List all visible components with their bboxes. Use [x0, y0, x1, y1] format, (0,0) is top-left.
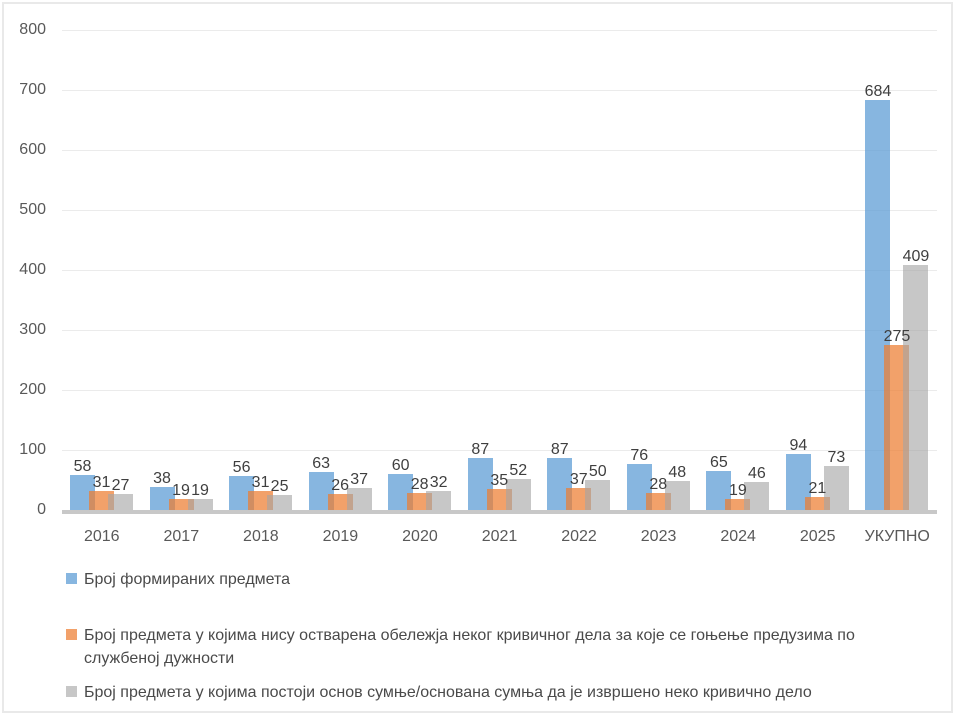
x-tick-label-УКУПНО: УКУПНО [864, 528, 930, 545]
bar-series2-2020 [426, 490, 452, 510]
bar-value-label: 21 [808, 480, 827, 498]
bar-series1-2016 [89, 491, 114, 510]
bar-value-label: 52 [509, 461, 528, 479]
bar-value-label: 87 [471, 440, 490, 458]
y-tick-label-100: 100 [19, 441, 46, 458]
bar-series1-2022 [566, 487, 592, 510]
gridline-400 [62, 270, 937, 271]
y-tick-label-300: 300 [19, 321, 46, 338]
x-tick-label-2018: 2018 [243, 528, 279, 545]
legend-label-suspicion-of-crime: Број предмета у којима постоји основ сум… [84, 684, 812, 701]
legend-marker-orange-square-icon [66, 629, 77, 640]
y-tick-label-0: 0 [37, 501, 46, 518]
bar-series1-2021 [486, 489, 512, 510]
bar-value-label: 60 [391, 457, 410, 474]
bar-value-label: 94 [789, 436, 808, 454]
bar-value-label: 28 [410, 476, 429, 494]
bar-series2-2025 [823, 466, 849, 510]
bar-value-label: 48 [668, 464, 687, 482]
y-tick-label-500: 500 [19, 201, 46, 218]
legend-label-formed-cases: Број формираних предмета [84, 571, 291, 588]
x-tick-label-2022: 2022 [561, 528, 597, 545]
x-tick-label-2023: 2023 [640, 528, 677, 545]
bar-value-label: 28 [649, 476, 668, 494]
bar-value-label: 32 [429, 473, 448, 491]
bar-series2-2018 [267, 495, 293, 510]
legend-marker-blue-square-icon [66, 573, 77, 584]
bar-value-label: 73 [827, 449, 846, 467]
x-tick-label-2020: 2020 [402, 528, 438, 545]
bar-value-label: 19 [172, 481, 190, 499]
plot-area: 58 38 56 63 60 87 87 76 65 94 684 31 19 31 26 28 35 37 28 1… [62, 30, 937, 510]
legend-label-no-crime-elements: Број предмета у којима нису остварена об… [84, 627, 855, 667]
bar-series1-2023 [645, 493, 671, 510]
gridline-600 [62, 150, 937, 151]
bar-value-label: 50 [588, 463, 607, 480]
bar-series2-2022 [585, 480, 611, 510]
bar-value-label: 275 [883, 328, 911, 345]
x-tick-label-2019: 2019 [322, 528, 359, 545]
bar-value-label: 76 [630, 447, 649, 465]
bar-value-label: 38 [153, 470, 171, 488]
y-tick-label-800: 800 [19, 21, 46, 38]
bar-series1-2025 [804, 497, 830, 510]
bar-series2-2017 [187, 498, 213, 510]
x-tick-label-2024: 2024 [720, 528, 756, 545]
bar-value-label: 684 [864, 82, 892, 100]
y-tick-label-400: 400 [19, 261, 46, 278]
bar-value-label: 27 [111, 476, 130, 494]
x-tick-label-2017: 2017 [163, 528, 200, 545]
bar-series2-2021 [505, 478, 531, 510]
bar-value-label: 87 [550, 440, 569, 458]
bar-value-label: 56 [232, 459, 251, 477]
bar-series2-2016 [108, 493, 133, 510]
gridline-300 [62, 330, 937, 331]
bar-value-label: 35 [490, 472, 509, 489]
bar-series2-2023 [664, 481, 690, 510]
bar-value-label: 46 [747, 465, 766, 483]
gridline-800 [62, 30, 937, 31]
x-tick-label-2025: 2025 [799, 528, 836, 545]
gridline-500 [62, 210, 937, 211]
bar-series1-2017 [168, 498, 194, 510]
bar-series1-2018 [248, 491, 274, 510]
bar-series1-2020 [407, 493, 433, 510]
y-tick-label-600: 600 [19, 141, 46, 158]
bar-value-label: 58 [73, 458, 92, 476]
y-tick-label-200: 200 [19, 381, 46, 398]
y-tick-label-700: 700 [19, 81, 46, 98]
gridline-100 [62, 450, 937, 451]
bar-value-label: 19 [191, 481, 209, 499]
bar-value-label: 31 [251, 474, 270, 492]
bar-series2-2019 [346, 487, 372, 510]
legend-item-formed-cases: Број формираних предмета [66, 568, 290, 591]
bar-value-label: 63 [312, 455, 331, 473]
legend-item-no-crime-elements: Број предмета у којима нису остварена об… [66, 624, 919, 670]
legend-marker-gray-square-icon [66, 686, 77, 697]
x-axis-line [62, 510, 937, 514]
bar-series1-2019 [327, 494, 353, 510]
bar-value-label: 37 [569, 470, 588, 488]
gridline-200 [62, 390, 937, 391]
bar-value-label: 26 [331, 477, 350, 495]
bar-value-label: 25 [270, 478, 289, 495]
bar-value-label: 31 [92, 474, 111, 492]
bar-value-label: 65 [709, 454, 728, 471]
bar-series2-УКУПНО [903, 264, 929, 510]
bar-series0-2017 [149, 487, 175, 510]
bar-series1-2024 [725, 498, 751, 510]
bar-value-label: 409 [902, 247, 930, 265]
legend-item-suspicion-of-crime: Број предмета у којима постоји основ сум… [66, 681, 812, 704]
gridline-700 [62, 90, 937, 91]
bar-value-label: 19 [728, 481, 747, 499]
x-tick-label-2021: 2021 [481, 528, 518, 545]
bar-value-label: 37 [350, 470, 369, 488]
bar-series2-2024 [744, 482, 770, 510]
x-tick-label-2016: 2016 [83, 528, 120, 545]
